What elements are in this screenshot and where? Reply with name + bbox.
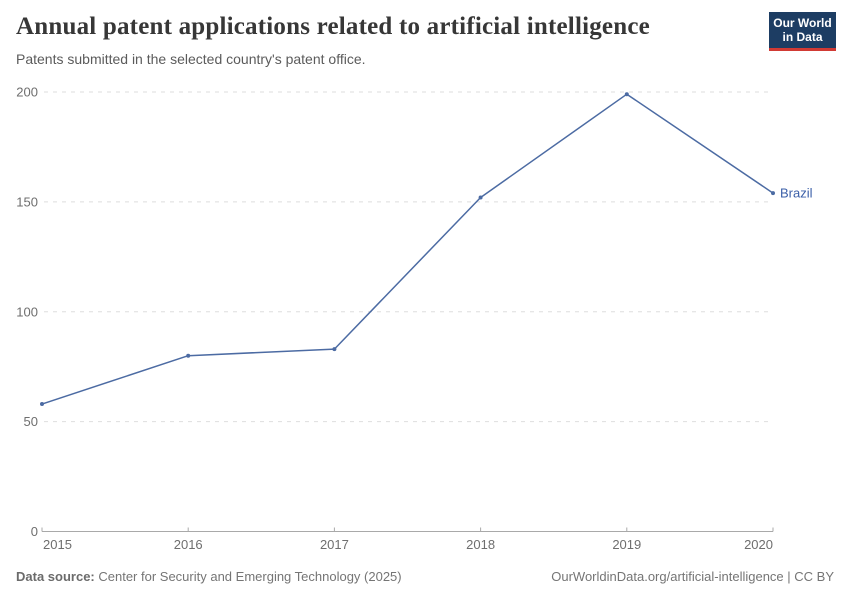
x-axis-tick-label: 2018	[466, 537, 495, 552]
data-source-text: Center for Security and Emerging Technol…	[94, 569, 402, 584]
data-source-note: Data source: Center for Security and Eme…	[16, 569, 402, 584]
owid-logo[interactable]: Our World in Data	[769, 12, 836, 51]
chart-title: Annual patent applications related to ar…	[16, 13, 650, 40]
x-axis-tick-label: 2020	[744, 537, 773, 552]
y-axis-tick-label: 100	[16, 304, 38, 319]
owid-logo-line1: Our World	[773, 15, 832, 30]
owid-logo-line2: in Data	[782, 30, 823, 44]
entity-label[interactable]: Brazil	[780, 186, 813, 201]
x-axis-tick-label: 2017	[320, 537, 349, 552]
trend-line[interactable]	[41, 93, 774, 405]
data-source-label: Data source:	[16, 569, 95, 584]
x-axis-tick-label: 2019	[612, 537, 641, 552]
y-axis-tick-label: 200	[16, 85, 38, 100]
x-axis-tick-label: 2016	[174, 537, 203, 552]
owid-logo-text: Our World in Data	[773, 16, 831, 45]
data-point[interactable]	[624, 92, 629, 97]
y-axis-tick-label: 0	[31, 524, 38, 539]
x-axis-tick-label: 2015	[43, 537, 72, 552]
credit-link[interactable]: OurWorldinData.org/artificial-intelligen…	[551, 569, 834, 584]
y-axis-tick-label: 50	[24, 414, 38, 429]
data-point[interactable]	[478, 195, 483, 200]
y-axis-tick-label: 150	[16, 194, 38, 209]
data-point[interactable]	[771, 191, 775, 196]
data-point[interactable]	[332, 347, 337, 352]
chart-subtitle: Patents submitted in the selected countr…	[16, 51, 366, 67]
chart-footer: Data source: Center for Security and Eme…	[16, 569, 834, 584]
data-point[interactable]	[40, 402, 44, 407]
data-point[interactable]	[186, 353, 191, 358]
